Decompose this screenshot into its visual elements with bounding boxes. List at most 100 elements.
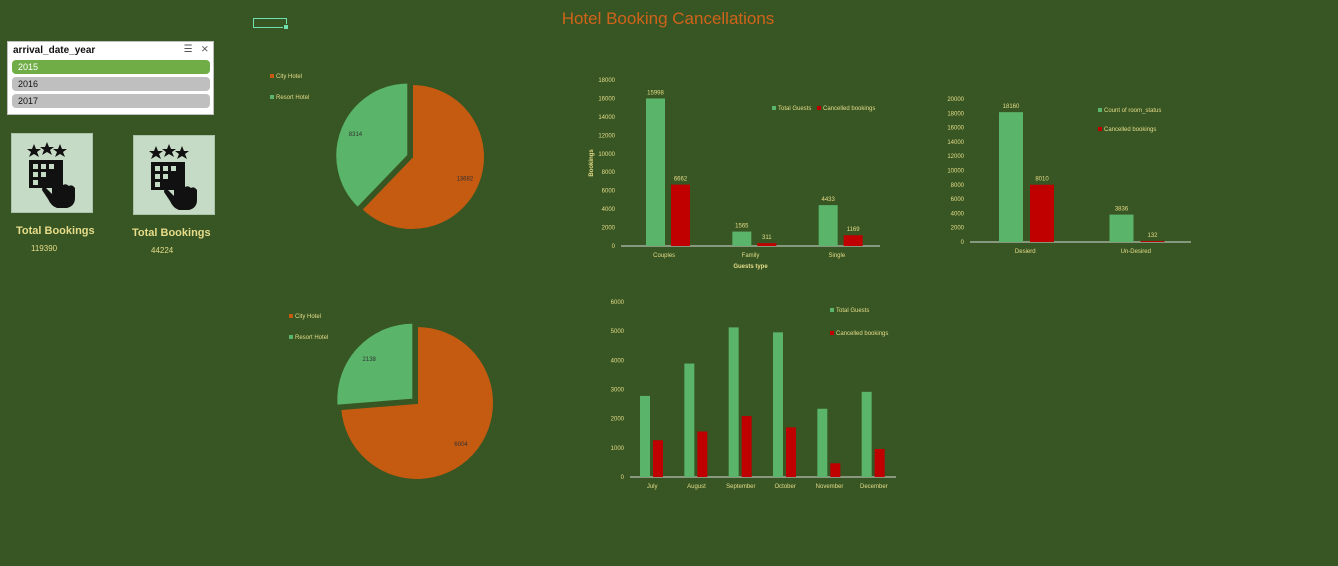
data-label: 6004 (454, 442, 468, 448)
y-tick-label: 6000 (602, 189, 616, 195)
y-tick-label: 2000 (611, 417, 625, 423)
x-tick-label: August (687, 484, 706, 490)
bar (817, 408, 828, 477)
bar (640, 395, 650, 477)
data-label: 6662 (674, 177, 688, 183)
data-label: 8010 (1035, 177, 1049, 183)
legend-label: Cancelled bookings (836, 331, 888, 337)
y-tick-label: 5000 (611, 329, 625, 335)
bar (773, 332, 783, 477)
bar (757, 243, 777, 246)
data-label: 3836 (1115, 207, 1129, 213)
bar-chart-room-status[interactable]: 0 2000 4000 6000 8000 10000 12000 14000 16000 180… (935, 85, 1200, 265)
bar (732, 231, 752, 246)
x-axis-title: Guests type (733, 264, 768, 270)
x-tick-label: Couples (653, 253, 675, 259)
page-title: Hotel Booking Cancellations (561, 9, 775, 28)
y-tick-label: 18000 (947, 111, 964, 117)
y-tick-label: 12000 (598, 133, 615, 139)
bar (671, 184, 690, 246)
data-label: 18160 (1003, 104, 1020, 110)
hotel-booking-icon (133, 135, 215, 215)
y-tick-label: 6000 (951, 197, 965, 203)
data-label: 13682 (456, 176, 473, 182)
y-tick-label: 14000 (947, 140, 964, 146)
y-tick-label: 6000 (611, 300, 625, 306)
legend-marker (817, 106, 821, 110)
legend-marker (289, 335, 293, 339)
bar (684, 363, 695, 477)
legend-label: Total Guests (778, 106, 811, 112)
slicer-item-2015[interactable]: 2015 (12, 60, 210, 74)
bar (728, 327, 739, 477)
fill-handle[interactable] (283, 24, 289, 30)
y-tick-label: 12000 (947, 154, 964, 160)
bar (830, 463, 841, 477)
bar (786, 427, 796, 477)
data-label: 2138 (363, 357, 377, 363)
legend-marker (289, 314, 293, 318)
y-tick-label: 0 (612, 244, 616, 250)
y-tick-label: 4000 (611, 358, 625, 364)
y-tick-label: 20000 (947, 97, 964, 103)
multi-select-icon[interactable]: ☰ (183, 44, 193, 55)
bar (697, 431, 708, 477)
bar (874, 449, 885, 477)
bar (1030, 184, 1054, 242)
y-tick-label: 8000 (602, 170, 616, 176)
bar-chart-guests-type[interactable]: 0 2000 4000 6000 8000 10000 12000 14000 16000 180… (580, 60, 900, 275)
y-tick-label: 4000 (951, 211, 965, 217)
slicer-item-2016[interactable]: 2016 (12, 77, 210, 91)
x-tick-label: Family (742, 253, 760, 259)
bar (1109, 214, 1134, 242)
y-tick-label: 0 (621, 475, 625, 481)
legend-label: Count of room_status (1104, 108, 1161, 114)
pie-slice (335, 321, 415, 407)
pie-slice (339, 324, 495, 481)
bar (999, 112, 1023, 242)
kpi-label: Total Bookings (132, 227, 211, 239)
y-tick-label: 10000 (947, 169, 964, 175)
bar (843, 235, 863, 246)
y-axis-title: Bookings (589, 149, 595, 177)
data-label: 15998 (647, 90, 664, 96)
pie-chart-hotel-second[interactable]: City Hotel Resort Hotel 6004 2138 (280, 295, 530, 495)
y-tick-label: 2000 (951, 226, 965, 232)
y-tick-label: 14000 (598, 115, 615, 121)
pie-chart-hotel-2015[interactable]: City Hotel Resort Hotel 13682 8314 (262, 40, 522, 270)
bar-chart-months[interactable]: 0 1000 2000 3000 4000 5000 6000 July August Septe… (590, 290, 910, 500)
bar (1140, 241, 1165, 242)
legend-marker (270, 95, 274, 99)
legend-marker (830, 331, 834, 335)
slicer-item-2017[interactable]: 2017 (12, 94, 210, 108)
data-label: 1169 (847, 227, 861, 233)
legend-marker (1098, 108, 1102, 112)
clear-filter-icon[interactable]: ⨯ (200, 44, 209, 55)
y-tick-label: 0 (961, 240, 965, 246)
data-label: 311 (762, 235, 772, 241)
bar (646, 98, 665, 246)
data-label: 132 (1147, 233, 1158, 239)
legend-marker (830, 308, 834, 312)
legend-marker (772, 106, 776, 110)
kpi-label: Total Bookings (16, 225, 95, 237)
bar (818, 205, 838, 246)
bar (741, 416, 752, 477)
legend-marker (1098, 127, 1102, 131)
legend-label: City Hotel (276, 74, 302, 80)
x-tick-label: Un-Desired (1121, 249, 1151, 255)
year-slicer[interactable]: arrival_date_year ☰ ⨯ 2015 2016 2017 (7, 41, 214, 115)
x-tick-label: December (860, 484, 888, 490)
kpi-value: 44224 (151, 246, 174, 255)
x-tick-label: November (816, 484, 844, 490)
selected-cell[interactable] (253, 18, 289, 30)
y-tick-label: 4000 (602, 207, 616, 213)
data-label: 8314 (349, 132, 363, 138)
y-tick-label: 2000 (602, 226, 616, 232)
y-tick-label: 16000 (947, 126, 964, 132)
y-tick-label: 8000 (951, 183, 965, 189)
legend-marker (270, 74, 274, 78)
y-tick-label: 1000 (611, 446, 625, 452)
y-tick-label: 18000 (598, 78, 615, 84)
kpi-value: 119390 (31, 244, 58, 253)
